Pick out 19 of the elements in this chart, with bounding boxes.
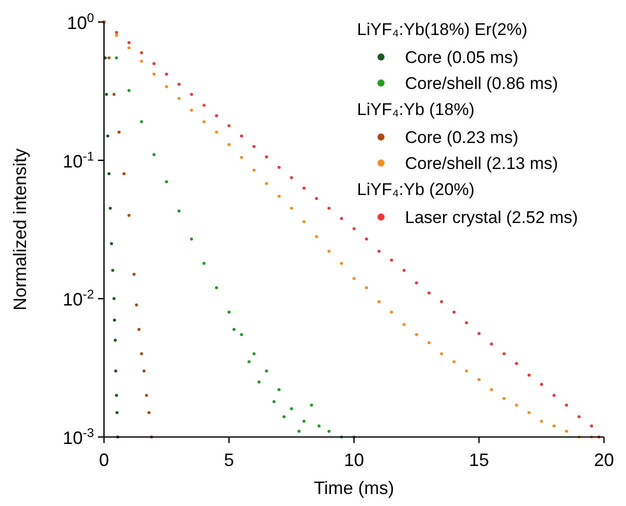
x-tick-label: 20 [594,450,614,470]
y-axis-title: Normalized intensity [10,148,30,311]
x-axis-title: Time (ms) [314,478,394,498]
x-tick-label: 15 [468,450,490,470]
annotation: LiYF₄:Yb (20%) [357,180,474,199]
x-tick-label: 5 [224,450,234,470]
legend-label: Core/shell (2.13 ms) [405,154,558,173]
x-tick-label: 10 [344,450,364,470]
legend-label: Core (0.23 ms) [405,128,518,147]
annotation: LiYF₄:Yb (18%) [357,100,474,119]
legend-label: Core (0.05 ms) [405,48,518,67]
annotation: LiYF₄:Yb(18%) Er(2%) [357,20,528,39]
x-tick-label: 0 [98,450,110,470]
y-tick-label: 10$^{0}$ [66,11,94,33]
legend-label: Laser crystal (2.52 ms) [405,208,578,227]
y-tick-label: 10$^{-1}$ [62,149,94,172]
y-tick-label: 10$^{-2}$ [62,288,94,310]
legend-label: Core/shell (0.86 ms) [405,74,558,93]
y-tick-label: 10$^{-3}$ [62,426,94,448]
